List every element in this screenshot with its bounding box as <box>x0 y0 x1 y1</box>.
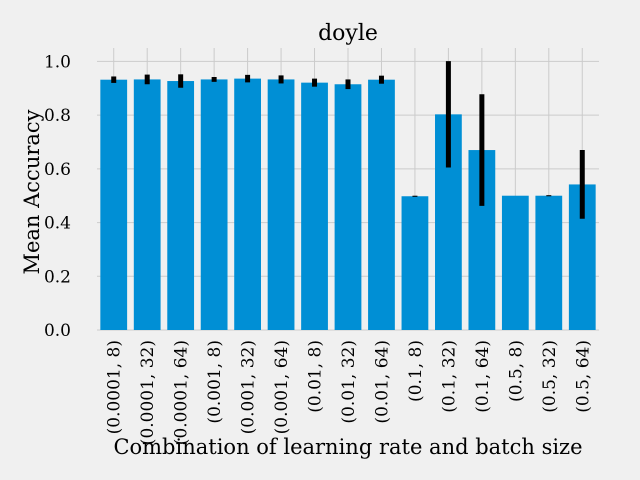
y-tick-label: 0.2 <box>44 267 71 287</box>
x-tick-label: (0.1, 64) <box>473 340 493 413</box>
x-tick-label: (0.01, 64) <box>372 340 392 424</box>
x-tick-label: (0.5, 8) <box>506 340 526 402</box>
x-tick-label: (0.001, 32) <box>239 340 259 434</box>
bar <box>301 82 328 330</box>
x-axis-label: Combination of learning rate and batch s… <box>113 435 582 459</box>
y-tick-label: 0.6 <box>44 160 71 180</box>
y-tick-label: 0.0 <box>44 321 71 341</box>
bar <box>501 195 529 330</box>
y-tick-label: 0.4 <box>44 214 71 234</box>
bar <box>167 81 195 330</box>
bar <box>133 79 161 331</box>
x-tick-label: (0.0001, 64) <box>172 340 192 445</box>
bar <box>267 79 295 331</box>
bar <box>401 196 429 330</box>
bar <box>334 84 362 330</box>
y-axis-label: Mean Accuracy <box>20 109 44 274</box>
y-tick-labels: 0.0 0.2 0.4 0.6 0.8 1.0 <box>44 52 71 341</box>
chart-title: doyle <box>318 21 378 46</box>
x-tick-label: (0.1, 8) <box>406 340 426 402</box>
x-tick-label: (0.5, 64) <box>573 340 593 413</box>
y-tick-label: 0.8 <box>44 106 71 126</box>
x-tick-label: (0.0001, 8) <box>105 340 125 434</box>
bar <box>234 78 261 330</box>
x-tick-labels: (0.0001, 8) (0.0001, 32) (0.0001, 64) (0.00… <box>105 340 594 445</box>
x-tick-label: (0.001, 8) <box>205 340 225 424</box>
x-tick-label: (0.01, 32) <box>339 340 359 424</box>
x-tick-label: (0.001, 64) <box>272 340 292 434</box>
bar <box>100 79 128 330</box>
x-tick-label: (0.0001, 32) <box>138 340 158 445</box>
y-tick-label: 1.0 <box>44 52 71 72</box>
x-tick-label: (0.5, 32) <box>540 340 560 413</box>
bars-group <box>100 78 596 331</box>
bar <box>200 79 228 331</box>
x-tick-label: (0.1, 32) <box>439 340 459 413</box>
bar <box>368 79 395 330</box>
error-bars-group <box>111 61 585 219</box>
bar <box>535 195 563 330</box>
x-tick-label: (0.01, 8) <box>306 340 326 413</box>
